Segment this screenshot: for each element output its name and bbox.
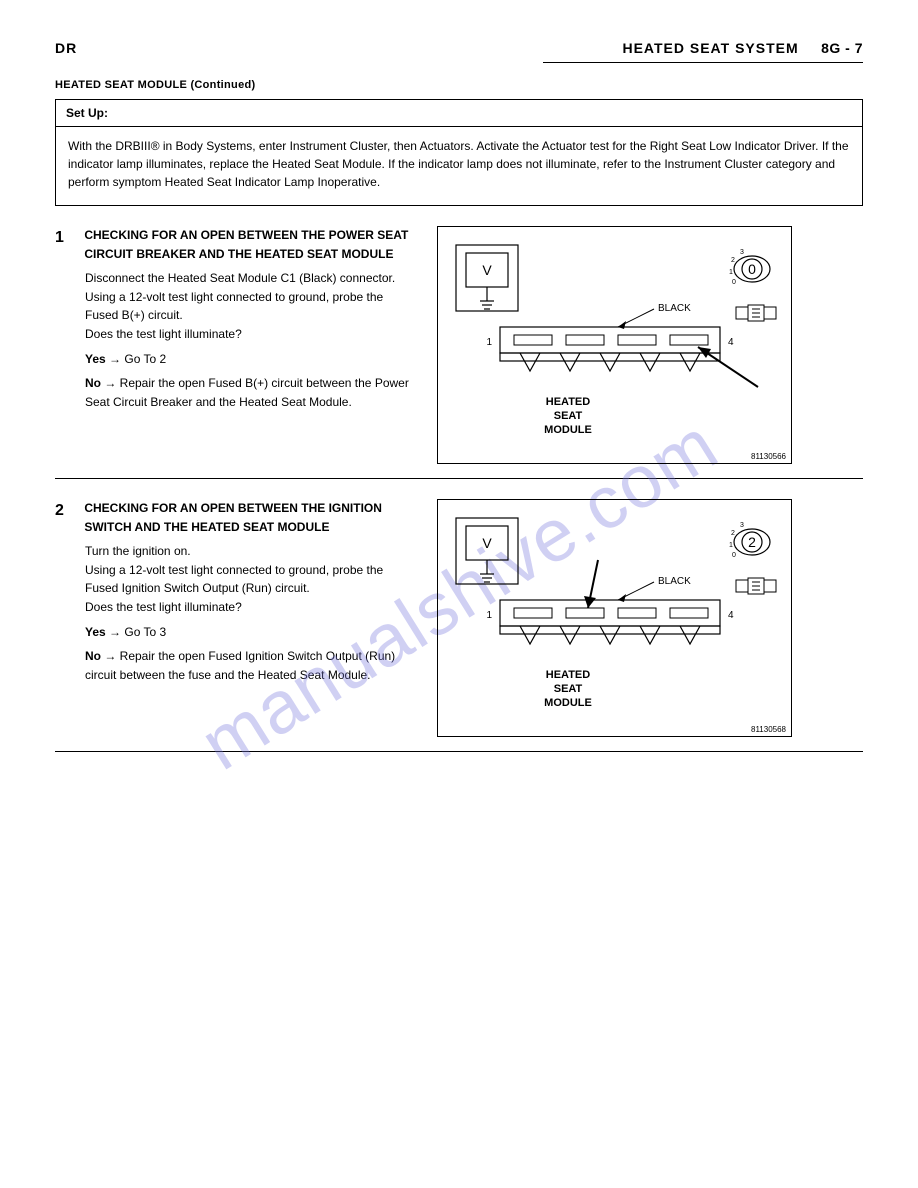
page-header: DR HEATED SEAT SYSTEM 8G - 7 [55, 40, 863, 63]
continuation-subhead: HEATED SEAT MODULE (Continued) [55, 79, 863, 91]
step-1-slot-left: 1 [487, 337, 493, 348]
page: manualshive.com DR HEATED SEAT SYSTEM 8G… [0, 0, 918, 1188]
step-1-knob-value: 0 [749, 261, 757, 277]
vehicle-code: DR [55, 40, 77, 56]
svg-text:3: 3 [740, 249, 744, 256]
section-title: HEATED SEAT SYSTEM [622, 40, 798, 56]
step-1-row: 1 CHECKING FOR AN OPEN BETWEEN THE POWER… [55, 226, 863, 464]
step-1-svg: V 0 0 1 2 3 [438, 227, 793, 465]
svg-text:0: 0 [732, 279, 736, 286]
step-2-left: 2 CHECKING FOR AN OPEN BETWEEN THE IGNIT… [55, 499, 417, 684]
step-1-body: Disconnect the Heated Seat Module C1 (Bl… [85, 269, 417, 343]
section-underline [543, 62, 863, 63]
svg-text:2: 2 [731, 530, 735, 537]
divider-2 [55, 751, 863, 752]
step-2-yes: Yes → Go To 3 [85, 623, 417, 642]
step-1-slot-right: 4 [728, 337, 734, 348]
svg-text:2: 2 [731, 257, 735, 264]
step-2-number: 2 [55, 499, 81, 524]
section-id: 8G - 7 [821, 40, 863, 56]
plug-icon [736, 305, 776, 321]
svg-text:3: 3 [740, 522, 744, 529]
step-1-black-label: BLACK [658, 303, 691, 314]
svg-text:V: V [483, 535, 493, 551]
step-1-left: 1 CHECKING FOR AN OPEN BETWEEN THE POWER… [55, 226, 417, 411]
step-2-body: Turn the ignition on. Using a 12-volt te… [85, 542, 417, 616]
step-2-conn-label-3: MODULE [545, 697, 593, 709]
step-1-yes: Yes → Go To 2 [85, 350, 417, 369]
step-1-conn-label-3: MODULE [545, 424, 593, 436]
svg-text:1: 1 [729, 269, 733, 276]
plug-icon [736, 578, 776, 594]
step-2-slot-right: 4 [728, 610, 734, 621]
step-1-number: 1 [55, 226, 81, 251]
svg-text:V: V [483, 262, 493, 278]
step-2-conn-label-1: HEATED [546, 669, 590, 681]
step-2-no: No → Repair the open Fused Ignition Swit… [85, 647, 417, 684]
setup-box-body: With the DRBIII® in Body Systems, enter … [56, 127, 862, 205]
step-2-conn-label-2: SEAT [554, 683, 583, 695]
step-2-black-label: BLACK [658, 576, 691, 587]
step-2-row: 2 CHECKING FOR AN OPEN BETWEEN THE IGNIT… [55, 499, 863, 737]
step-1-yes-text: Go To 2 [124, 352, 166, 366]
step-2-slot-left: 1 [487, 610, 493, 621]
setup-box: Set Up: With the DRBIII® in Body Systems… [55, 99, 863, 206]
step-2-diagram: V 2 0 1 2 3 [437, 499, 792, 737]
step-1-no: No → Repair the open Fused B(+) circuit … [85, 374, 417, 411]
svg-text:0: 0 [732, 552, 736, 559]
step-1-conn-label-2: SEAT [554, 410, 583, 422]
step-1-right: V 0 0 1 2 3 [437, 226, 863, 464]
step-1-no-text: Repair the open Fused B(+) circuit betwe… [85, 376, 409, 409]
step-2-title: CHECKING FOR AN OPEN BETWEEN THE IGNITIO… [84, 499, 416, 536]
step-1-title: CHECKING FOR AN OPEN BETWEEN THE POWER S… [84, 226, 416, 263]
step-2-yes-text: Go To 3 [124, 625, 166, 639]
step-2-knob-value: 2 [749, 534, 757, 550]
divider-1 [55, 478, 863, 479]
svg-text:1: 1 [729, 542, 733, 549]
setup-box-title: Set Up: [56, 100, 862, 127]
step-2-no-text: Repair the open Fused Ignition Switch Ou… [85, 649, 395, 682]
step-2-svg: V 2 0 1 2 3 [438, 500, 793, 738]
step-1-conn-label-1: HEATED [546, 396, 590, 408]
step-2-right: V 2 0 1 2 3 [437, 499, 863, 737]
step-2-footer-code: 81130568 [751, 725, 787, 734]
step-1-diagram: V 0 0 1 2 3 [437, 226, 792, 464]
step-1-footer-code: 81130566 [751, 452, 787, 461]
section-wrap: HEATED SEAT SYSTEM 8G - 7 [543, 40, 863, 63]
